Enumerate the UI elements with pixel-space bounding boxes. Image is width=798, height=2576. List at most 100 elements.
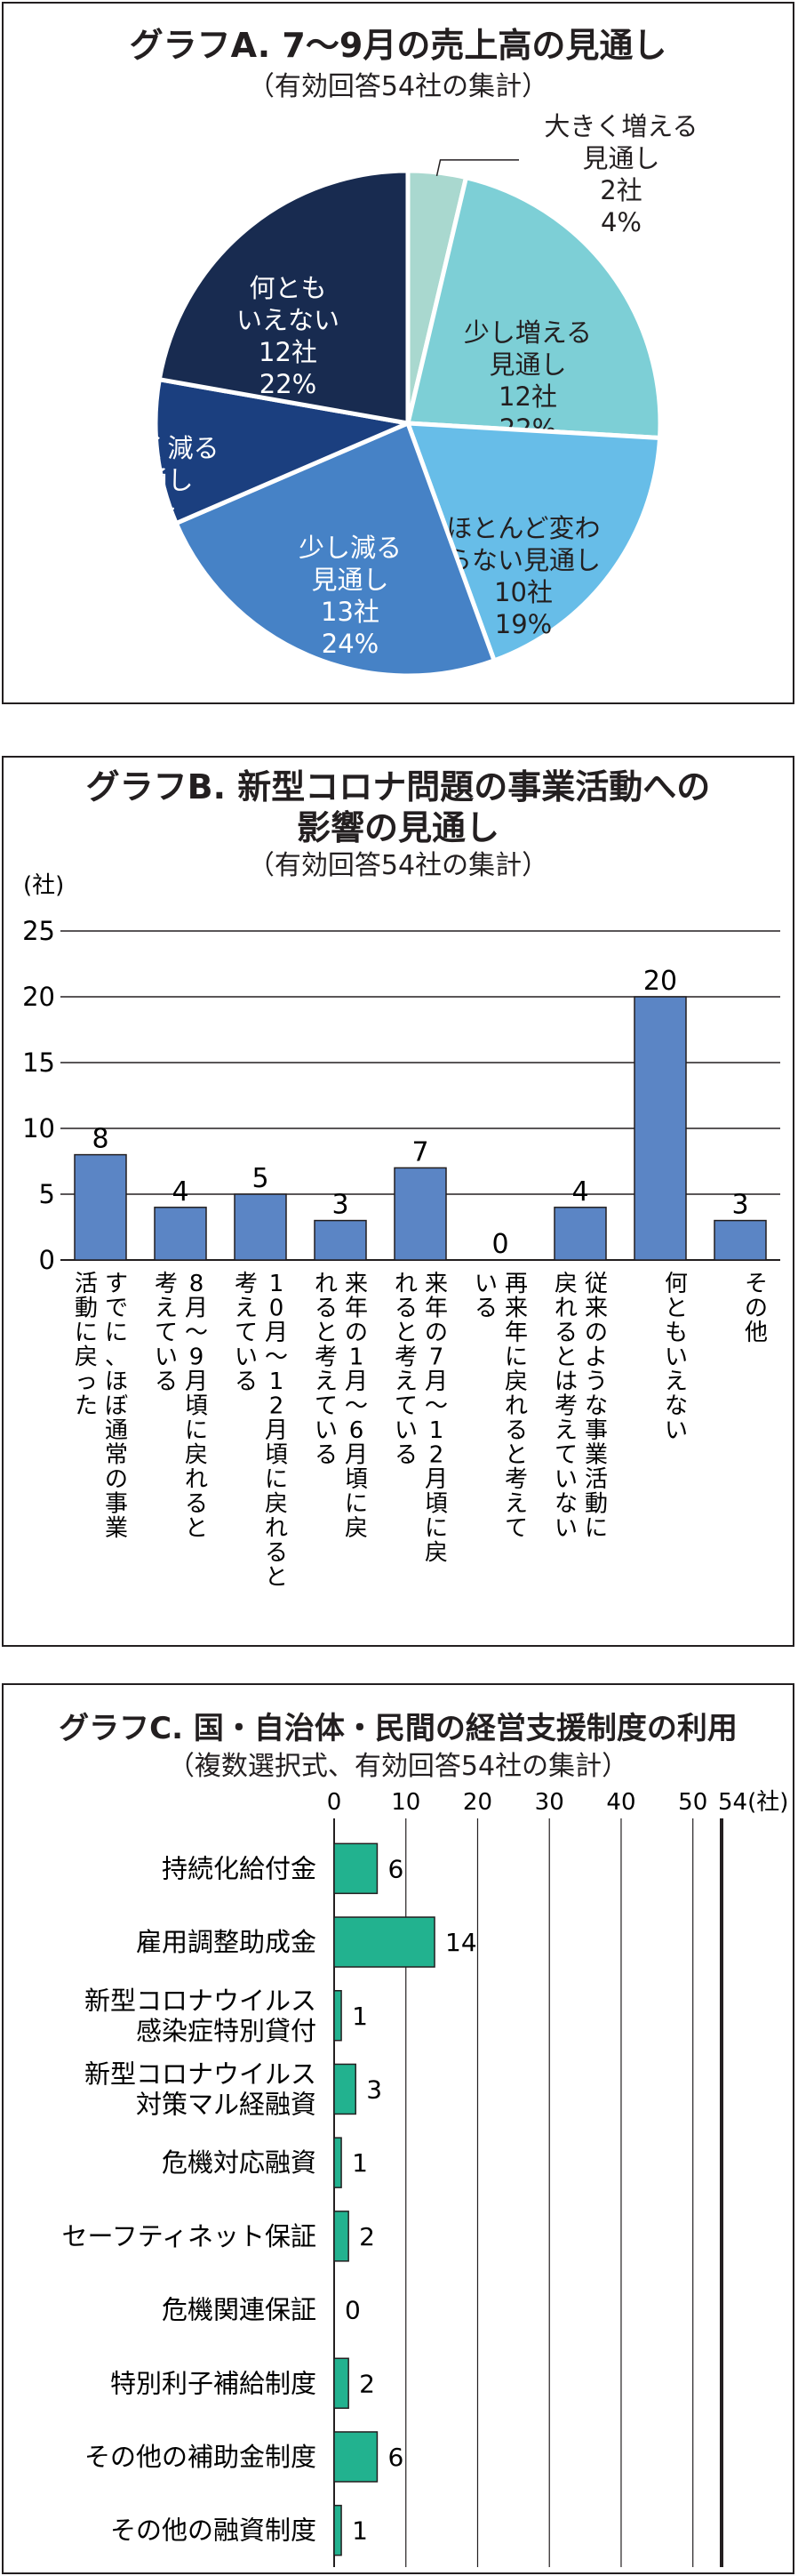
category-label-char: る bbox=[505, 1417, 528, 1444]
bar bbox=[333, 2137, 342, 2188]
y-tick-label: 25 bbox=[22, 916, 55, 946]
category-label-char: 活 bbox=[585, 1466, 608, 1493]
category-label-char: 2 bbox=[269, 1393, 284, 1420]
category-label-char: よ bbox=[585, 1344, 608, 1371]
category-label-char: と bbox=[555, 1344, 578, 1371]
category-label-char: い bbox=[235, 1344, 258, 1371]
bar-value-label: 2 bbox=[359, 2222, 375, 2251]
pie-label-text: 見通し bbox=[311, 565, 388, 595]
category-label-char: 来 bbox=[505, 1296, 528, 1322]
category-label-char: 事 bbox=[105, 1491, 128, 1518]
category-label-char: 頃 bbox=[185, 1393, 208, 1420]
category-label-char: 9 bbox=[189, 1344, 204, 1371]
x-tick-label: 10 bbox=[391, 1789, 420, 1816]
pie-slice bbox=[404, 421, 663, 664]
bar-value-label: 1 bbox=[352, 2002, 368, 2031]
category-label-char: 月 bbox=[345, 1442, 368, 1469]
category-label-char: る bbox=[395, 1296, 418, 1322]
y-axis-unit: (社) bbox=[23, 872, 64, 899]
bar-value-label: 3 bbox=[366, 2074, 382, 2104]
y-tick-label: 5 bbox=[39, 1179, 55, 1209]
category-label-char: 〜 bbox=[425, 1393, 448, 1420]
category-label-char: 戻 bbox=[265, 1491, 288, 1518]
category-label-char: 考 bbox=[235, 1271, 258, 1297]
pie-label-text: 2社 bbox=[600, 175, 642, 205]
category-label-char: る bbox=[315, 1296, 338, 1322]
category-label-char: る bbox=[395, 1442, 418, 1469]
category-label-char: え bbox=[155, 1296, 178, 1322]
category-label-char: 頃 bbox=[425, 1491, 448, 1518]
category-label-char: れ bbox=[555, 1296, 578, 1322]
category-label-char: 戻 bbox=[425, 1540, 448, 1567]
bar-value-label: 6 bbox=[387, 1854, 403, 1883]
pie-label-text: 4% bbox=[601, 207, 642, 237]
category-label-char: と bbox=[315, 1320, 338, 1346]
chart-b-title-line-1: グラフB. 新型コロナ問題の事業活動への bbox=[85, 767, 711, 807]
category-label-char: の bbox=[105, 1466, 128, 1493]
category-label-char: 来 bbox=[345, 1271, 368, 1297]
category-label-char: な bbox=[555, 1491, 578, 1518]
pie-label-text: 少し減る bbox=[299, 533, 402, 563]
pie-slice bbox=[172, 420, 498, 678]
pie-label-text: 22% bbox=[259, 369, 316, 399]
category-label-char: れ bbox=[185, 1466, 208, 1493]
category-label-char: ぼ bbox=[105, 1393, 128, 1420]
category-label-char: る bbox=[265, 1540, 288, 1567]
category-label-char: 0 bbox=[269, 1296, 284, 1322]
bar-value-label: 4 bbox=[172, 1176, 188, 1208]
pie-label-text: 見通し bbox=[116, 465, 193, 495]
category-label-char: え bbox=[395, 1368, 418, 1395]
pie-label-text: 何とも bbox=[249, 273, 326, 303]
category-label-char: て bbox=[555, 1442, 578, 1469]
category-label-char: い bbox=[665, 1417, 688, 1444]
y-tick-label: 20 bbox=[22, 982, 55, 1012]
category-label-char: 7 bbox=[429, 1344, 444, 1371]
category-label-char: い bbox=[475, 1271, 498, 1297]
pie-label-text: 19% bbox=[495, 609, 552, 639]
bar bbox=[333, 1990, 342, 2042]
category-label-char: い bbox=[555, 1515, 578, 1542]
category-label-char: 何 bbox=[665, 1271, 688, 1297]
category-label-char: 2 bbox=[429, 1442, 444, 1469]
bar-value-label: 14 bbox=[445, 1928, 477, 1957]
pie-label-text: 13社 bbox=[321, 597, 379, 627]
category-label-char: 事 bbox=[585, 1417, 608, 1444]
chart-b-title-line-2: 影響の見通し bbox=[296, 808, 499, 847]
pie-label-text: ほとんど変わ bbox=[446, 513, 600, 543]
category-label-char: に bbox=[105, 1320, 128, 1346]
category-label-char: 戻 bbox=[345, 1515, 368, 1542]
chart-c-subtitle: （複数選択式、有効回答54社の集計） bbox=[167, 1751, 629, 1782]
category-label: 危機対応融資 bbox=[162, 2147, 316, 2178]
pie-slice bbox=[156, 168, 411, 426]
category-label-char: う bbox=[585, 1368, 608, 1395]
category-label-char: に bbox=[585, 1515, 608, 1542]
x-tick-label: 54(社) bbox=[718, 1789, 788, 1816]
category-label-char: て bbox=[235, 1320, 258, 1346]
bar bbox=[333, 1842, 379, 1895]
category-label-char: な bbox=[585, 1393, 608, 1420]
category-label-char: で bbox=[105, 1296, 128, 1322]
pie-slice-label: 少し増える見通し12社22% bbox=[464, 317, 592, 444]
category-label: 対策マル経融資 bbox=[136, 2089, 316, 2119]
bar bbox=[234, 1193, 287, 1261]
bar-value-label: 0 bbox=[345, 2296, 361, 2325]
category-label-char: い bbox=[155, 1344, 178, 1371]
chart-c-title: グラフC. 国・自治体・民間の経営支援制度の利用 bbox=[59, 1711, 738, 1746]
category-label-char: 1 bbox=[429, 1417, 444, 1444]
pie-slice bbox=[404, 174, 663, 441]
category-label: 雇用調整助成金 bbox=[136, 1927, 316, 1957]
pie-slice bbox=[153, 376, 416, 526]
category-label-char: 月 bbox=[345, 1368, 368, 1395]
x-tick-label: 40 bbox=[606, 1789, 635, 1816]
category-label-char: 6 bbox=[349, 1417, 364, 1444]
pie-label-text: 9% bbox=[134, 529, 175, 559]
category-label-char: 1 bbox=[349, 1344, 364, 1371]
bar bbox=[333, 2357, 349, 2409]
bar-value-label: 4 bbox=[571, 1176, 588, 1208]
category-label-char: え bbox=[315, 1368, 338, 1395]
category-label-char: る bbox=[185, 1491, 208, 1518]
category-label-char: 月 bbox=[185, 1368, 208, 1395]
category-label-char: も bbox=[665, 1320, 688, 1346]
